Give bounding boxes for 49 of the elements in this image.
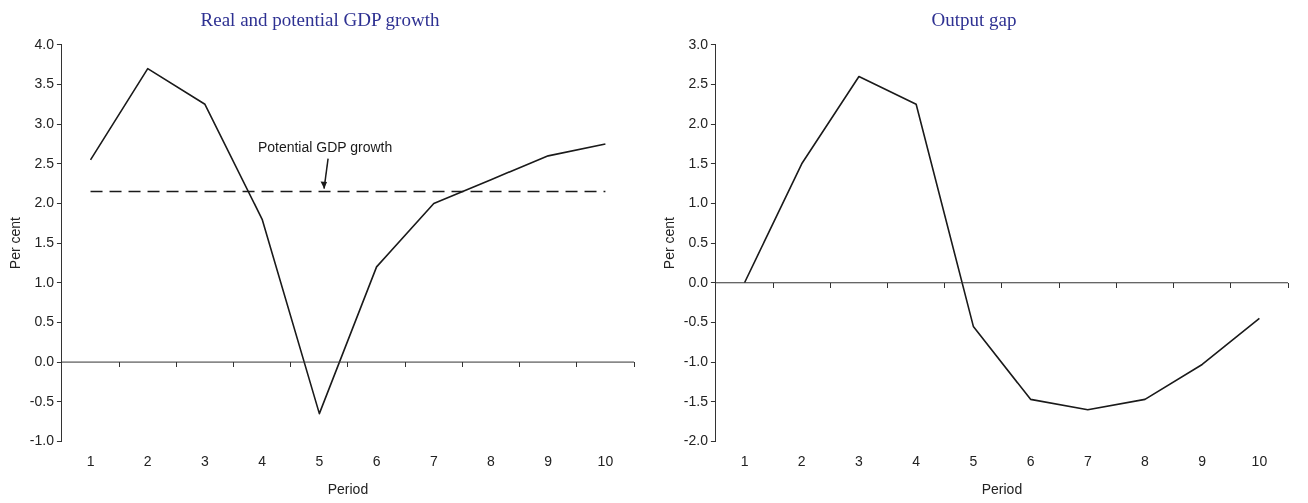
y-tick-label: 2.0 — [34, 194, 55, 211]
x-tick-label: 7 — [429, 452, 438, 469]
y-tick-label: 4.0 — [34, 35, 55, 52]
y-tick-label: -0.5 — [683, 313, 709, 330]
x-tick-label: 7 — [1083, 452, 1092, 469]
y-tick-label: 3.0 — [34, 114, 55, 131]
x-tick-label: 3 — [201, 452, 210, 469]
x-tick-label: 5 — [969, 452, 978, 469]
y-tick-label: 3.5 — [34, 75, 55, 92]
y-tick-label: 0.5 — [34, 313, 55, 330]
y-tick-label: 0.5 — [688, 233, 709, 250]
x-tick-label: 2 — [143, 452, 152, 469]
y-tick-label: 0.0 — [34, 352, 55, 369]
y-tick-label: 2.5 — [34, 154, 55, 171]
x-tick-label: 1 — [86, 452, 95, 469]
x-tick-label: 3 — [855, 452, 864, 469]
x-tick-label: 4 — [912, 452, 921, 469]
x-axis-title: Period — [327, 481, 369, 498]
y-tick-label: -1.5 — [683, 392, 709, 409]
x-tick-label: 4 — [258, 452, 267, 469]
y-tick-label: -2.0 — [683, 432, 709, 449]
y-tick-label: -1.0 — [683, 352, 709, 369]
y-axis-title: Per cent — [7, 216, 24, 270]
y-tick-label: -1.0 — [29, 432, 55, 449]
x-tick-label: 9 — [544, 452, 553, 469]
x-tick-label: 8 — [487, 452, 496, 469]
chart-title: Output gap — [931, 9, 1017, 31]
x-axis-title: Period — [981, 481, 1023, 498]
y-tick-label: 1.0 — [34, 273, 55, 290]
y-tick-label: 3.0 — [688, 35, 709, 52]
y-axis-title: Per cent — [661, 216, 678, 270]
x-tick-label: 5 — [315, 452, 324, 469]
x-tick-label: 10 — [597, 452, 614, 469]
x-tick-label: 1 — [740, 452, 749, 469]
x-tick-label: 6 — [1026, 452, 1035, 469]
y-tick-label: 2.5 — [688, 75, 709, 92]
x-tick-label: 10 — [1251, 452, 1268, 469]
y-tick-label: 1.0 — [688, 194, 709, 211]
x-tick-label: 6 — [372, 452, 381, 469]
x-tick-label: 2 — [797, 452, 806, 469]
y-tick-label: 1.5 — [688, 154, 709, 171]
x-tick-label: 9 — [1198, 452, 1207, 469]
chart-title: Real and potential GDP growth — [200, 9, 440, 31]
y-tick-label: -0.5 — [29, 392, 55, 409]
y-tick-label: 2.0 — [688, 114, 709, 131]
y-tick-label: 0.0 — [688, 273, 709, 290]
x-tick-label: 8 — [1141, 452, 1150, 469]
ref-line-label: Potential GDP growth — [257, 139, 393, 156]
y-tick-label: 1.5 — [34, 233, 55, 250]
